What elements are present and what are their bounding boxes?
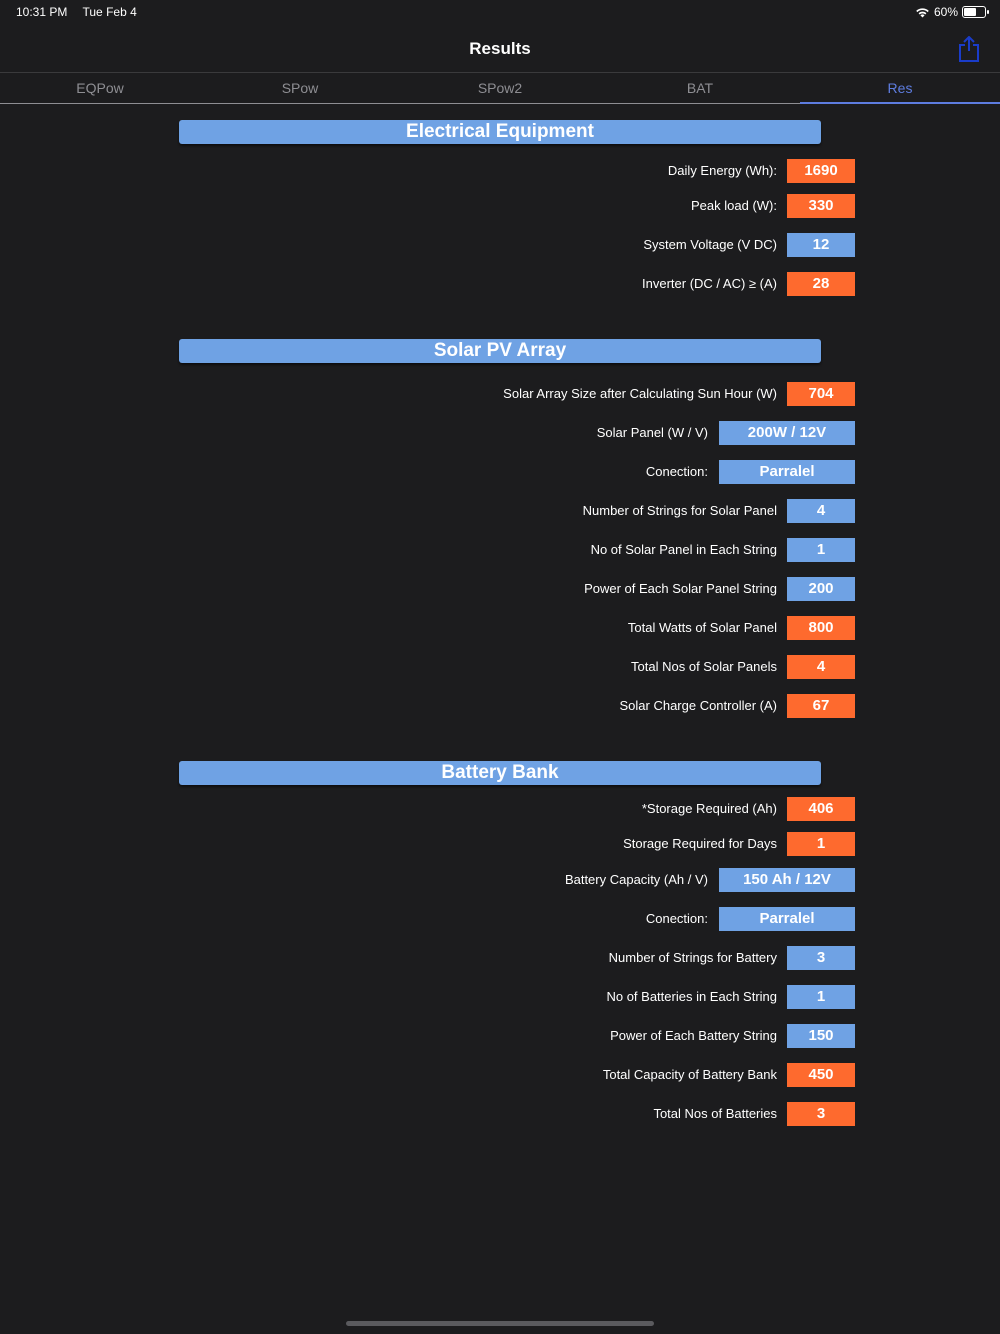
row-label: Total Capacity of Battery Bank [602, 1067, 777, 1082]
row-label: *Storage Required (Ah) [641, 801, 777, 816]
status-date: Tue Feb 4 [82, 5, 137, 19]
row-total-batteries: Total Nos of Batteries 3 [0, 1102, 1000, 1126]
row-label: Solar Array Size after Calculating Sun H… [503, 386, 777, 401]
row-label: Conection: [645, 464, 708, 479]
row-system-voltage: System Voltage (V DC) 12 [0, 233, 1000, 257]
section-header-battery: Battery Bank [179, 761, 821, 785]
status-left: 10:31 PM Tue Feb 4 [16, 5, 149, 19]
row-label: Power of Each Battery String [610, 1028, 777, 1043]
row-value: 1 [787, 832, 855, 856]
tab-spow2[interactable]: SPow2 [477, 80, 523, 96]
row-value: 330 [787, 194, 855, 218]
wifi-icon [916, 7, 929, 17]
row-value: 704 [787, 382, 855, 406]
row-value: 4 [787, 499, 855, 523]
row-label: System Voltage (V DC) [643, 237, 777, 252]
navigation-bar: Results [0, 24, 1000, 73]
row-value: Parralel [719, 460, 855, 484]
row-charge-controller: Solar Charge Controller (A) 67 [0, 694, 1000, 718]
row-daily-energy: Daily Energy (Wh): 1690 [0, 159, 1000, 183]
row-battery-connection: Conection: Parralel [0, 907, 1000, 931]
row-storage-days: Storage Required for Days 1 [0, 832, 1000, 856]
row-solar-strings: Number of Strings for Solar Panel 4 [0, 499, 1000, 523]
row-label: Total Nos of Solar Panels [631, 659, 777, 674]
row-label: Total Watts of Solar Panel [627, 620, 777, 635]
status-time: 10:31 PM [16, 5, 68, 19]
row-label: Total Nos of Batteries [653, 1106, 777, 1121]
row-value: 3 [787, 1102, 855, 1126]
section-header-solar: Solar PV Array [179, 339, 821, 363]
row-battery-capacity: Battery Capacity (Ah / V) 150 Ah / 12V [0, 868, 1000, 892]
row-value: 12 [787, 233, 855, 257]
row-battery-string-power: Power of Each Battery String 150 [0, 1024, 1000, 1048]
row-value: 28 [787, 272, 855, 296]
row-value: Parralel [719, 907, 855, 931]
tab-spow[interactable]: SPow [281, 80, 319, 96]
row-inverter: Inverter (DC / AC) ≥ (A) 28 [0, 272, 1000, 296]
row-total-watts: Total Watts of Solar Panel 800 [0, 616, 1000, 640]
tab-res[interactable]: Res [800, 73, 1000, 104]
battery-percent: 60% [933, 5, 958, 19]
section-header-electrical: Electrical Equipment [179, 120, 821, 144]
status-bar: 10:31 PM Tue Feb 4 60% [0, 0, 1000, 24]
row-label: Number of Strings for Battery [608, 950, 777, 965]
row-string-power: Power of Each Solar Panel String 200 [0, 577, 1000, 601]
status-right: 60% [915, 5, 989, 19]
row-label: Solar Panel (W / V) [596, 425, 708, 440]
row-label: Power of Each Solar Panel String [584, 581, 777, 596]
tab-eqpow[interactable]: EQPow [76, 80, 124, 96]
row-label: No of Batteries in Each String [606, 989, 777, 1004]
row-batteries-per-string: No of Batteries in Each String 1 [0, 985, 1000, 1009]
row-value: 150 [787, 1024, 855, 1048]
row-label: Battery Capacity (Ah / V) [564, 872, 708, 887]
row-value: 150 Ah / 12V [719, 868, 855, 892]
row-value: 67 [787, 694, 855, 718]
row-solar-panel: Solar Panel (W / V) 200W / 12V [0, 421, 1000, 445]
battery-icon [962, 6, 989, 18]
row-value: 200 [787, 577, 855, 601]
row-label: Peak load (W): [691, 198, 777, 213]
row-value: 3 [787, 946, 855, 970]
row-solar-connection: Conection: Parralel [0, 460, 1000, 484]
row-label: Number of Strings for Solar Panel [582, 503, 777, 518]
page-title: Results [469, 39, 531, 58]
row-label: Daily Energy (Wh): [667, 163, 777, 178]
row-value: 200W / 12V [719, 421, 855, 445]
row-value: 800 [787, 616, 855, 640]
row-label: Conection: [645, 911, 708, 926]
row-value: 1 [787, 538, 855, 562]
row-panels-per-string: No of Solar Panel in Each String 1 [0, 538, 1000, 562]
row-value: 4 [787, 655, 855, 679]
row-storage-required: *Storage Required (Ah) 406 [0, 797, 1000, 821]
row-label: No of Solar Panel in Each String [590, 542, 777, 557]
tab-bat[interactable]: BAT [686, 80, 714, 96]
row-label: Storage Required for Days [623, 836, 777, 851]
row-battery-strings: Number of Strings for Battery 3 [0, 946, 1000, 970]
row-value: 406 [787, 797, 855, 821]
row-label: Solar Charge Controller (A) [619, 698, 777, 713]
share-icon[interactable] [958, 36, 980, 62]
row-value: 1 [787, 985, 855, 1009]
row-total-panels: Total Nos of Solar Panels 4 [0, 655, 1000, 679]
row-label: Inverter (DC / AC) ≥ (A) [642, 276, 777, 291]
tab-bar: EQPow SPow SPow2 BAT Res [0, 73, 1000, 104]
row-solar-array-size: Solar Array Size after Calculating Sun H… [0, 382, 1000, 406]
row-value: 1690 [787, 159, 855, 183]
row-total-capacity: Total Capacity of Battery Bank 450 [0, 1063, 1000, 1087]
row-value: 450 [787, 1063, 855, 1087]
row-peak-load: Peak load (W): 330 [0, 194, 1000, 218]
home-indicator[interactable] [346, 1321, 654, 1326]
